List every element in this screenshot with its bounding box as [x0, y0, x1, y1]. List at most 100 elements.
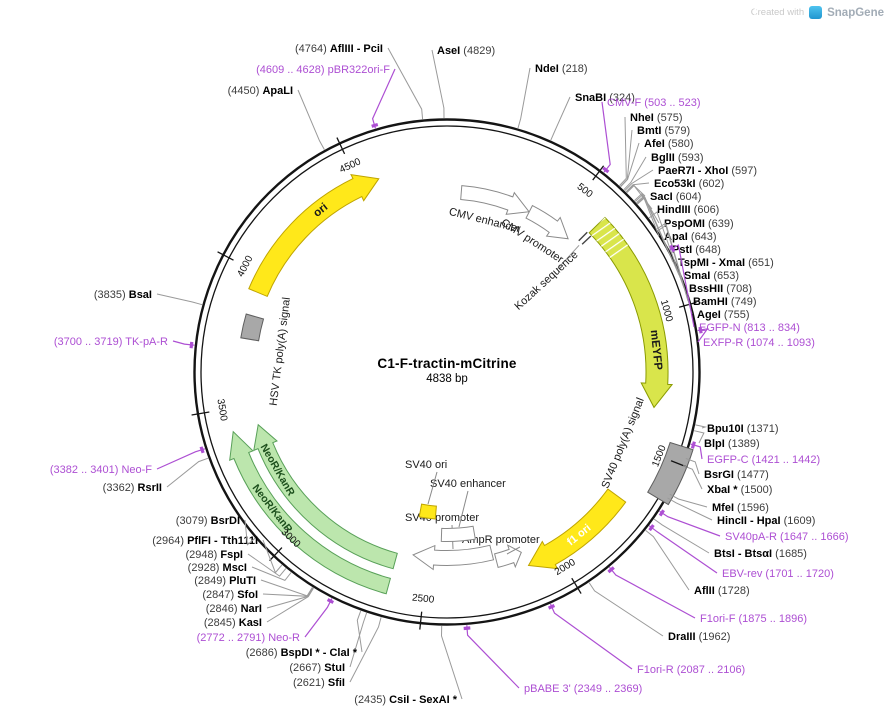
site-label-msci[interactable]: (2928) MscI [188, 562, 292, 582]
enzyme-label-text[interactable]: HincII - HpaI (1609) [717, 515, 815, 527]
site-label-bsrdi[interactable]: (3079) BsrDI [176, 515, 256, 546]
site-label-pbabe-3[interactable]: pBABE 3' (2349 .. 2369) [463, 625, 643, 695]
primer-label-text[interactable]: F1ori-R (2087 .. 2106) [637, 664, 745, 676]
enzyme-label-text[interactable]: PspOMI (639) [664, 218, 734, 230]
site-label-smai[interactable]: SmaI (653) [637, 196, 740, 282]
primer-label-text[interactable]: (2772 .. 2791) Neo-R [197, 632, 300, 644]
enzyme-label-text[interactable]: (2621) SfiI [293, 677, 345, 689]
site-label-snabi[interactable]: SnaBI (324) [550, 92, 635, 141]
enzyme-label-text[interactable]: SnaBI (324) [575, 92, 635, 104]
enzyme-label-text[interactable]: SmaI (653) [684, 270, 739, 282]
primer-label-text[interactable]: EXFP-R (1074 .. 1093) [703, 337, 815, 349]
enzyme-label-text[interactable]: Bpu10I (1371) [707, 423, 779, 435]
site-label-neo-r[interactable]: (2772 .. 2791) Neo-R [197, 598, 335, 644]
enzyme-label-text[interactable]: (2948) FspI [186, 549, 243, 561]
feature-label-sv40-ori[interactable]: SV40 ori [405, 459, 447, 471]
feature-arrow-sv40-promoter[interactable] [412, 544, 495, 571]
enzyme-label-text[interactable]: (2667) StuI [289, 662, 345, 674]
enzyme-label-text[interactable]: ApaI (643) [664, 231, 717, 243]
site-label-ebv-rev[interactable]: EBV-rev (1701 .. 1720) [648, 524, 834, 580]
site-label-asei[interactable]: AseI (4829) [431, 45, 495, 119]
site-label-pflfi-tth111i[interactable]: (2964) PflFI - Tth111I [152, 535, 283, 574]
site-label-paer7i-xhoi[interactable]: PaeR7I - XhoI (597) [624, 165, 757, 191]
site-label-csii-sexai[interactable]: (2435) CsiI - SexAI * [354, 625, 463, 706]
site-label-bspdi-clai[interactable]: (2686) BspDI * - ClaI * [246, 610, 363, 659]
site-label-apali[interactable]: (4450) ApaLI [228, 85, 325, 150]
enzyme-label-text[interactable]: BglII (593) [651, 152, 704, 164]
enzyme-label-text[interactable]: BamHI (749) [693, 296, 757, 308]
site-label-egfp-c[interactable]: EGFP-C (1421 .. 1442) [690, 441, 821, 466]
feature-sv40-poly-a-signal[interactable]: SV40 poly(A) signal [600, 396, 694, 506]
enzyme-label-text[interactable]: (4764) AflIII - PciI [295, 43, 383, 55]
site-label-mfei[interactable]: MfeI (1596) [669, 493, 769, 514]
site-label-afei[interactable]: AfeI (580) [620, 138, 694, 188]
site-label-hincii-hpai[interactable]: HincII - HpaI (1609) [667, 497, 816, 527]
enzyme-label-text[interactable]: (2686) BspDI * - ClaI * [246, 647, 358, 659]
enzyme-label-text[interactable]: (2928) MscI [188, 562, 247, 574]
feature-label-sv40-enhancer[interactable]: SV40 enhancer [430, 478, 506, 490]
feature-arrow-sv40-ori[interactable] [418, 503, 437, 520]
site-label-fspi[interactable]: (2948) FspI [186, 549, 287, 577]
enzyme-label-text[interactable]: Eco53kI (602) [654, 178, 724, 190]
site-label-draiii[interactable]: DraIII (1962) [588, 582, 730, 643]
enzyme-label-text[interactable]: (2846) NarI [206, 603, 262, 615]
primer-label-text[interactable]: (3382 .. 3401) Neo-F [50, 464, 152, 476]
feature-label-hsv-tk-poly-a-signal[interactable]: HSV TK poly(A) signal [268, 297, 293, 407]
primer-label-text[interactable]: EBV-rev (1701 .. 1720) [722, 568, 834, 580]
enzyme-label-text[interactable]: (4450) ApaLI [228, 85, 293, 97]
primer-label-text[interactable]: (4609 .. 4628) pBR322ori-F [256, 64, 390, 76]
feature-kozak-sequence[interactable]: Kozak sequence [512, 231, 592, 313]
enzyme-label-text[interactable]: NheI (575) [630, 112, 683, 124]
site-label-aflii[interactable]: AflII (1728) [645, 530, 750, 597]
site-label-blpi[interactable]: BlpI (1389) [693, 430, 760, 450]
enzyme-label-text[interactable]: BmtI (579) [637, 125, 690, 137]
enzyme-label-text[interactable]: DraIII (1962) [668, 631, 730, 643]
site-label-tspmi-xmai[interactable]: TspMI - XmaI (651) [636, 196, 774, 269]
site-label-tk-pa-r[interactable]: (3700 .. 3719) TK-pA-R [54, 336, 195, 349]
feature-arrow-f1-ori[interactable] [527, 488, 627, 570]
feature-meyfp[interactable]: mEYFP [588, 216, 674, 409]
enzyme-label-text[interactable]: (2964) PflFI - Tth111I [152, 535, 258, 547]
enzyme-label-text[interactable]: BsrGI (1477) [704, 469, 769, 481]
enzyme-label-text[interactable]: NdeI (218) [535, 63, 588, 75]
site-label-bsshii[interactable]: BssHII (708) [648, 211, 752, 295]
primer-label-text[interactable]: pBABE 3' (2349 .. 2369) [524, 683, 642, 695]
primer-label-text[interactable]: EGFP-N (813 .. 834) [699, 322, 800, 334]
site-label-afliii-pcii[interactable]: (4764) AflIII - PciI [295, 43, 424, 120]
site-label-f1ori-r[interactable]: F1ori-R (2087 .. 2106) [547, 603, 746, 676]
site-label-sfii[interactable]: (2621) SfiI [293, 617, 382, 689]
site-label-bglii[interactable]: BglII (593) [623, 152, 704, 191]
enzyme-label-text[interactable]: (3362) RsrII [103, 482, 162, 494]
site-label-btsi-bts-i[interactable]: BtsI - BtsαI (1685) [653, 518, 807, 560]
site-label-bsrgi[interactable]: BsrGI (1477) [685, 458, 769, 482]
enzyme-label-text[interactable]: AgeI (755) [697, 309, 750, 321]
site-label-eco53ki[interactable]: Eco53kI (602) [625, 178, 724, 193]
feature-arrow-sv40-enhancer[interactable] [440, 525, 476, 542]
feature-f1-ori[interactable]: f1 ori [527, 488, 627, 570]
primer-label-text[interactable]: F1ori-F (1875 .. 1896) [700, 613, 807, 625]
site-label-saci[interactable]: SacI (604) [626, 184, 701, 203]
feature-label-meyfp[interactable]: mEYFP [648, 329, 664, 371]
site-label-cmv-f[interactable]: CMV-F (503 .. 523) [601, 97, 701, 174]
feature-label-kozak-sequence[interactable]: Kozak sequence [512, 249, 580, 313]
primer-label-text[interactable]: (3700 .. 3719) TK-pA-R [54, 336, 168, 348]
feature-arrow-cmv-promoter[interactable] [525, 204, 569, 240]
enzyme-label-text[interactable]: AflII (1728) [694, 585, 750, 597]
feature-ori[interactable]: ori [248, 173, 380, 298]
enzyme-label-text[interactable]: XbaI * (1500) [707, 484, 772, 496]
site-label-ndei[interactable]: NdeI (218) [517, 63, 588, 129]
site-label-bpu10i[interactable]: Bpu10I (1371) [695, 423, 779, 435]
primer-label-text[interactable]: CMV-F (503 .. 523) [607, 97, 701, 109]
feature-arrow-neor-kanr[interactable] [229, 430, 392, 595]
enzyme-label-text[interactable]: PstI (648) [672, 244, 721, 256]
feature-hsv-tk-poly-a-signal[interactable]: HSV TK poly(A) signal [240, 297, 293, 407]
feature-neor-kanr[interactable]: NeoR/KanR [253, 423, 398, 570]
enzyme-label-text[interactable]: (2845) KasI [204, 617, 262, 629]
site-label-xbai[interactable]: XbaI * (1500) [682, 465, 772, 496]
feature-ampr-promoter[interactable]: AmpR promoter [462, 534, 540, 569]
site-label-neo-f[interactable]: (3382 .. 3401) Neo-F [50, 446, 206, 476]
enzyme-label-text[interactable]: AseI (4829) [437, 45, 495, 57]
enzyme-label-text[interactable]: MfeI (1596) [712, 502, 769, 514]
site-label-f1ori-f[interactable]: F1ori-F (1875 .. 1896) [607, 566, 807, 625]
enzyme-label-text[interactable]: (3079) BsrDI [176, 515, 240, 527]
